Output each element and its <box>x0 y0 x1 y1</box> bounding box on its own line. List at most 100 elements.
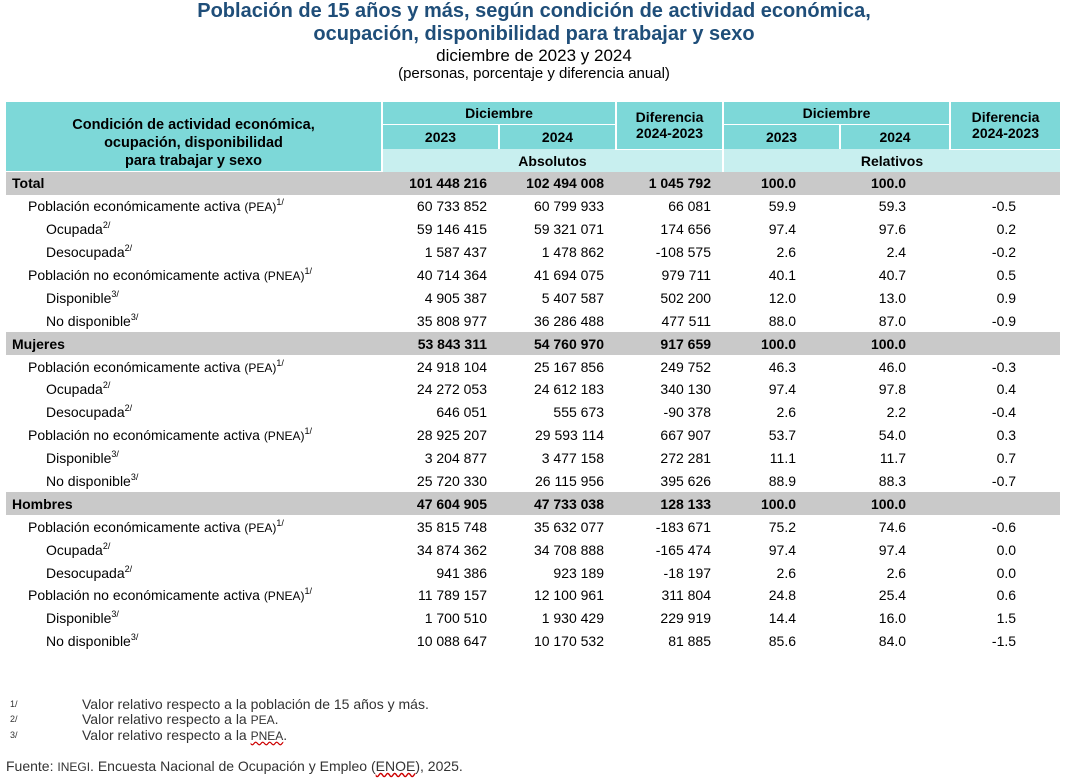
footnote-text: Valor relativo respecto a la población d… <box>82 696 429 712</box>
cell-rel-2023: 97.4 <box>768 221 797 238</box>
row-label-text: Población no económicamente activa <box>28 267 264 283</box>
header-diferencia-abs-years: 2024-2023 <box>636 125 703 142</box>
cell-rel-2023: 11.1 <box>769 450 797 467</box>
row-label: Ocupada2/ <box>6 218 382 241</box>
header-rel-2024: 2024 <box>839 124 951 149</box>
row-label-text: No disponible <box>46 633 131 650</box>
source-org: INEGI <box>57 760 91 774</box>
cell-abs-diff: 81 885 <box>668 633 712 650</box>
footnote-mark: 1/ <box>304 586 312 597</box>
footnote-mark: 3/ <box>130 472 139 483</box>
cell-abs-2023: 35 815 748 <box>416 518 487 535</box>
row-label: Ocupada2/ <box>6 378 382 401</box>
cell-rel-2023: 14.4 <box>768 610 797 627</box>
cell-rel-2024: 88.3 <box>878 473 907 490</box>
footnote-text: Valor relativo respecto a la <box>82 727 251 743</box>
cell-abs-2024: 54 760 970 <box>499 332 617 356</box>
cell-rel-2023: 97.4 <box>768 381 797 398</box>
units-subtitle: (personas, porcentaje y diferencia anual… <box>398 65 670 82</box>
table-row: No disponible3/25 720 330 26 115 956 395 6… <box>6 470 1060 493</box>
cell-abs-2024: 47 733 038 <box>499 492 617 516</box>
row-label-text: Desocupada <box>46 244 125 261</box>
row-label-text: Población no económicamente activa <box>28 587 264 604</box>
data-table: Condición de actividad económica, ocupac… <box>6 102 1061 653</box>
cell-abs-2023: 47 604 905 <box>382 492 499 516</box>
cell-abs-2023: 11 789 157 <box>417 587 487 604</box>
table-row: Población económicamente activa (PEA)1/2… <box>6 355 1060 378</box>
cell-rel-diff: 0.6 <box>996 587 1017 604</box>
group-row: Mujeres 53 843 311 54 760 970 917 659 100.0 1… <box>6 332 1061 356</box>
table-row: No disponible3/35 808 977 36 286 488 477 5… <box>6 309 1060 332</box>
cell-rel-2023: 59.9 <box>768 198 797 215</box>
cell-rel-2023: 40.1 <box>768 267 797 283</box>
cell-abs-2023: 28 925 207 <box>416 427 487 444</box>
cell-rel-2023: 85.6 <box>768 633 797 650</box>
cell-rel-2024: 2.4 <box>886 244 907 261</box>
footnotes: 1/Valor relativo respecto a la población… <box>10 697 429 744</box>
cell-rel-2023: 24.8 <box>768 587 797 604</box>
header-absolutos: Absolutos <box>380 149 724 172</box>
table-row: Población no económicamente activa (PNEA… <box>6 264 1060 287</box>
cell-abs-diff: 1 045 792 <box>616 171 724 195</box>
cell-rel-diff: 0.9 <box>996 289 1017 306</box>
row-label: Mujeres <box>6 332 382 356</box>
table-row: No disponible3/10 088 647 10 170 532 81 88… <box>6 630 1060 653</box>
row-label: Población no económicamente activa (PNEA… <box>6 584 382 607</box>
cell-abs-diff: 229 919 <box>660 610 712 627</box>
footnote-mark: 2/ <box>124 243 133 254</box>
cell-rel-2024: 59.3 <box>878 198 907 215</box>
cell-abs-2024: 24 612 183 <box>533 381 605 398</box>
row-label: Desocupada2/ <box>6 561 382 584</box>
cell-rel-2023: 75.2 <box>768 518 797 535</box>
header-diferencia-rel-years: 2024-2023 <box>972 125 1039 142</box>
source-text: . Encuesta Nacional de Ocupación y Emple… <box>90 758 376 774</box>
row-label: Disponible3/ <box>6 447 382 470</box>
table-row: Población económicamente activa (PEA)1/6… <box>6 195 1060 218</box>
cell-rel-diff: -0.2 <box>991 244 1017 261</box>
cell-rel-diff: 0.4 <box>996 381 1017 398</box>
table-row: Ocupada2/34 874 362 34 708 888 -165 474 97.… <box>6 538 1060 561</box>
cell-rel-2024: 97.8 <box>878 381 907 398</box>
table-row: Disponible3/4 905 387 5 407 587 502 200 12.… <box>6 286 1060 309</box>
row-label-abbr: (PNEA) <box>263 269 305 283</box>
cell-abs-2024: 29 593 114 <box>534 427 605 444</box>
cell-rel-2024: 100.0 <box>840 492 951 516</box>
row-label-text: Población económicamente activa <box>28 358 245 375</box>
header-diferencia-abs-label: Diferencia <box>635 109 704 126</box>
table-row: Ocupada2/59 146 415 59 321 071 174 656 97.4… <box>6 218 1060 241</box>
cell-rel-2024: 54.0 <box>878 427 907 444</box>
header-relativos: Relativos <box>722 149 1061 172</box>
cell-rel-diff: -0.3 <box>991 358 1017 375</box>
cell-rel-2024: 13.0 <box>878 289 907 306</box>
table-row: Población no económicamente activa (PNEA… <box>6 584 1060 607</box>
row-label-text: Ocupada <box>46 381 103 398</box>
cell-abs-2024: 12 100 961 <box>533 587 605 604</box>
row-label: Desocupada2/ <box>6 241 382 264</box>
footnote-mark: 3/ <box>111 449 119 460</box>
table-header: Condición de actividad económica, ocupac… <box>6 102 1061 172</box>
cell-rel-diff: -0.4 <box>991 404 1017 421</box>
page-title-line1: Población de 15 años y más, según condic… <box>197 0 871 22</box>
group-row: Total 101 448 216 102 494 008 1 045 792 100.… <box>6 171 1061 195</box>
footnote: 2/Valor relativo respecto a la PEA. <box>10 712 429 728</box>
header-condition-line2: ocupación, disponibilidad <box>104 135 283 151</box>
cell-rel-2024: 74.6 <box>878 518 907 535</box>
cell-abs-2023: 10 088 647 <box>416 633 487 650</box>
cell-abs-2023: 24 272 053 <box>416 381 487 398</box>
cell-rel-2023: 100.0 <box>723 492 841 516</box>
cell-abs-2024: 3 477 158 <box>541 450 605 467</box>
cell-abs-2023: 3 204 877 <box>424 450 487 467</box>
cell-rel-2024: 100.0 <box>840 171 951 195</box>
table-row: Ocupada2/24 272 053 24 612 183 340 130 97.4… <box>6 378 1060 401</box>
table-row: Población no económicamente activa (PNEA… <box>6 424 1060 447</box>
cell-rel-2024: 25.4 <box>878 587 907 604</box>
cell-abs-diff: 979 711 <box>661 267 712 283</box>
footnote: 3/Valor relativo respecto a la PNEA. <box>10 728 429 744</box>
footnote-mark: 3/ <box>130 311 139 322</box>
footnote-mark: 1/ <box>304 426 312 437</box>
cell-abs-2023: 35 808 977 <box>416 312 487 329</box>
footnote-end: . <box>283 727 288 743</box>
row-label-text: No disponible <box>46 473 131 490</box>
row-label-text: Ocupada <box>46 221 103 238</box>
header-diferencia-rel: Diferencia 2024-2023 <box>949 102 1061 150</box>
